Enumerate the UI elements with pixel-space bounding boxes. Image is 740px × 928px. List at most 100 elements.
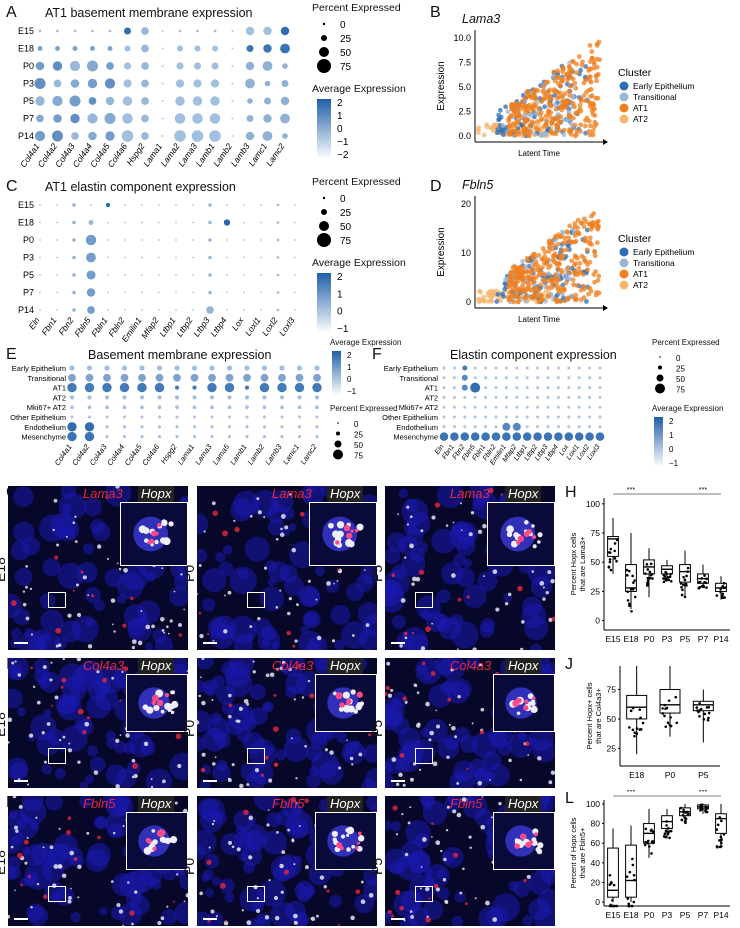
signal-white: [28, 733, 34, 738]
data-point: [681, 588, 684, 592]
signal-white: [62, 735, 66, 739]
scatter-point: [505, 109, 511, 114]
dot: [226, 274, 228, 276]
signal-white: [520, 647, 524, 650]
data-point: [665, 572, 668, 575]
signal-white: [77, 760, 81, 764]
scatter-point: [538, 293, 543, 298]
signal-white: [365, 623, 370, 627]
scatter-point: [586, 291, 591, 297]
dot: [211, 45, 219, 52]
scatter-point: [555, 75, 561, 81]
signal-white: [214, 756, 217, 759]
box: [625, 564, 637, 592]
signal-white: [425, 701, 430, 707]
signal-white: [266, 823, 270, 827]
signal-red: [123, 666, 129, 672]
scatter-point: [594, 240, 600, 246]
dot: [278, 373, 286, 382]
signal-white: [397, 513, 400, 516]
y-axis-label: Percent of Hopx cells: [569, 817, 578, 888]
signal-white: [331, 639, 336, 643]
signal-white: [46, 722, 51, 726]
dot: [123, 62, 132, 70]
dot: [38, 29, 42, 33]
scatter-point: [587, 239, 593, 245]
dot: [281, 80, 289, 87]
legend-label: Transitional: [633, 92, 677, 102]
dot: [244, 395, 250, 400]
scatter-point: [476, 299, 482, 305]
x-tick: P5: [698, 770, 709, 780]
region-box: [48, 886, 66, 902]
scatter-point: [592, 124, 597, 130]
dot: [86, 270, 96, 280]
nucleus: [66, 847, 84, 865]
nucleus: [474, 808, 494, 827]
dot: [226, 256, 228, 259]
probe-label-red: Lama3: [83, 486, 123, 501]
signal-white: [115, 738, 120, 743]
signal-red: [154, 531, 159, 536]
signal-red: [299, 511, 305, 517]
dot: [56, 291, 58, 294]
dot: [452, 386, 456, 390]
signal-white: [350, 689, 356, 695]
scale-bar: [14, 918, 28, 920]
signal-white: [246, 783, 250, 787]
data-point: [631, 857, 634, 861]
dot: [245, 78, 255, 89]
dot: [158, 291, 160, 294]
scatter-point: [566, 88, 572, 94]
dot: [56, 256, 58, 259]
legend-label: AT2: [633, 280, 648, 290]
data-point: [723, 586, 727, 589]
scatter-point: [540, 132, 546, 137]
dot: [533, 432, 542, 441]
nucleus: [249, 683, 266, 701]
signal-white: [386, 661, 391, 666]
scatter-point: [524, 116, 530, 122]
data-point: [663, 574, 667, 578]
region-box: [415, 592, 433, 608]
signal-red: [77, 708, 84, 715]
signal-white: [401, 813, 404, 816]
signal-red: [212, 510, 218, 516]
signal-white: [167, 707, 172, 713]
data-point: [687, 812, 690, 816]
signal-white: [323, 885, 327, 889]
nucleus: [79, 796, 93, 809]
signal-white: [248, 815, 254, 821]
signal-white: [446, 805, 450, 809]
probe-label-white: Hopx: [138, 658, 175, 674]
legend-value: 75: [354, 452, 363, 461]
dot: [577, 376, 581, 380]
nucleus: [104, 486, 132, 507]
dot: [598, 376, 602, 380]
dot: [502, 432, 511, 441]
legend-value: 25: [340, 208, 352, 219]
scatter-point: [594, 43, 600, 48]
panel-label-a: A: [6, 4, 17, 21]
signal-white: [304, 744, 307, 748]
signal-white: [24, 861, 28, 865]
scatter-point: [558, 83, 563, 89]
nucleus: [508, 732, 534, 758]
dot: [39, 204, 41, 206]
signal-white: [456, 812, 462, 818]
signal-white: [527, 754, 530, 757]
signal-red: [119, 699, 122, 702]
scatter-point: [583, 219, 589, 225]
legend-title: Cluster: [618, 67, 652, 79]
dot: [224, 382, 235, 393]
colorbar-tick: 2: [337, 272, 343, 283]
signal-white: [429, 730, 435, 736]
dot: [556, 415, 560, 419]
signal-white: [404, 700, 408, 704]
signal-white: [440, 849, 443, 853]
signal-red: [337, 923, 340, 926]
dotplot-a: E15E18P0P3P5P7P14Col4a1Col4a2Col4a3Col4a…: [18, 26, 290, 168]
nucleus: [222, 544, 233, 555]
signal-white: [151, 829, 156, 833]
probe-label-white: Hopx: [505, 796, 542, 812]
